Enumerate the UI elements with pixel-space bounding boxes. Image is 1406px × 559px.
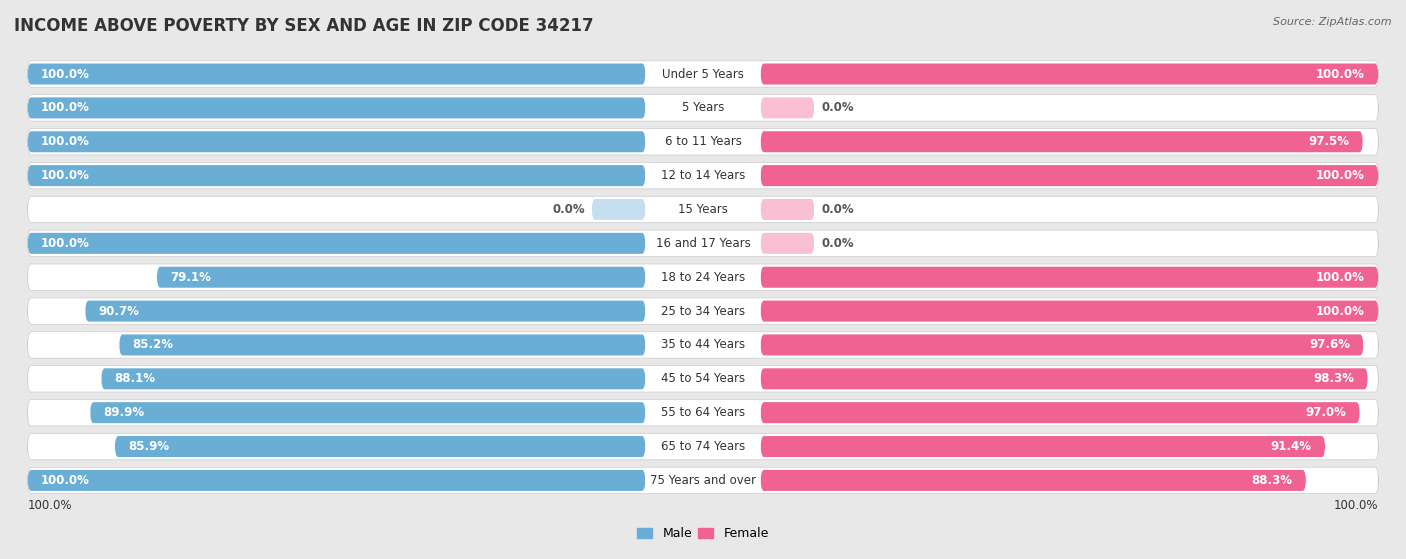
FancyBboxPatch shape xyxy=(645,164,761,187)
FancyBboxPatch shape xyxy=(761,334,1364,356)
FancyBboxPatch shape xyxy=(28,470,645,491)
FancyBboxPatch shape xyxy=(28,196,1378,222)
FancyBboxPatch shape xyxy=(90,402,645,423)
Text: 100.0%: 100.0% xyxy=(41,474,90,487)
Text: 0.0%: 0.0% xyxy=(821,237,853,250)
FancyBboxPatch shape xyxy=(120,334,645,356)
FancyBboxPatch shape xyxy=(645,232,761,254)
Text: 97.5%: 97.5% xyxy=(1309,135,1350,148)
Text: 91.4%: 91.4% xyxy=(1271,440,1312,453)
Text: 25 to 34 Years: 25 to 34 Years xyxy=(661,305,745,318)
Text: 85.2%: 85.2% xyxy=(132,338,173,352)
FancyBboxPatch shape xyxy=(645,97,761,119)
Text: 100.0%: 100.0% xyxy=(41,169,90,182)
Text: 5 Years: 5 Years xyxy=(682,101,724,115)
FancyBboxPatch shape xyxy=(761,267,1378,288)
Text: 85.9%: 85.9% xyxy=(128,440,169,453)
FancyBboxPatch shape xyxy=(761,97,814,119)
Text: 89.9%: 89.9% xyxy=(104,406,145,419)
Text: 100.0%: 100.0% xyxy=(41,135,90,148)
Legend: Male, Female: Male, Female xyxy=(633,522,773,545)
Text: INCOME ABOVE POVERTY BY SEX AND AGE IN ZIP CODE 34217: INCOME ABOVE POVERTY BY SEX AND AGE IN Z… xyxy=(14,17,593,35)
Text: 97.0%: 97.0% xyxy=(1306,406,1347,419)
FancyBboxPatch shape xyxy=(28,331,1378,358)
FancyBboxPatch shape xyxy=(645,368,761,390)
FancyBboxPatch shape xyxy=(28,467,1378,494)
Text: 16 and 17 Years: 16 and 17 Years xyxy=(655,237,751,250)
FancyBboxPatch shape xyxy=(761,470,1306,491)
FancyBboxPatch shape xyxy=(645,266,761,288)
Text: 12 to 14 Years: 12 to 14 Years xyxy=(661,169,745,182)
Text: 100.0%: 100.0% xyxy=(1316,271,1365,284)
Text: 100.0%: 100.0% xyxy=(1316,169,1365,182)
FancyBboxPatch shape xyxy=(28,97,645,119)
Text: 15 Years: 15 Years xyxy=(678,203,728,216)
Text: 35 to 44 Years: 35 to 44 Years xyxy=(661,338,745,352)
Text: 98.3%: 98.3% xyxy=(1313,372,1354,385)
Text: 88.1%: 88.1% xyxy=(115,372,156,385)
FancyBboxPatch shape xyxy=(761,165,1378,186)
Text: 100.0%: 100.0% xyxy=(28,499,72,512)
FancyBboxPatch shape xyxy=(115,436,645,457)
FancyBboxPatch shape xyxy=(761,368,1368,389)
FancyBboxPatch shape xyxy=(28,129,1378,155)
FancyBboxPatch shape xyxy=(761,233,814,254)
FancyBboxPatch shape xyxy=(28,61,1378,87)
FancyBboxPatch shape xyxy=(28,94,1378,121)
FancyBboxPatch shape xyxy=(761,402,1360,423)
Text: 88.3%: 88.3% xyxy=(1251,474,1292,487)
Text: 100.0%: 100.0% xyxy=(1334,499,1378,512)
FancyBboxPatch shape xyxy=(645,334,761,356)
Text: 79.1%: 79.1% xyxy=(170,271,211,284)
Text: 100.0%: 100.0% xyxy=(41,68,90,80)
FancyBboxPatch shape xyxy=(645,435,761,458)
FancyBboxPatch shape xyxy=(101,368,645,389)
FancyBboxPatch shape xyxy=(84,301,645,321)
FancyBboxPatch shape xyxy=(645,401,761,424)
Text: 100.0%: 100.0% xyxy=(1316,305,1365,318)
FancyBboxPatch shape xyxy=(592,199,645,220)
FancyBboxPatch shape xyxy=(28,165,645,186)
FancyBboxPatch shape xyxy=(28,366,1378,392)
Text: 18 to 24 Years: 18 to 24 Years xyxy=(661,271,745,284)
FancyBboxPatch shape xyxy=(761,436,1326,457)
FancyBboxPatch shape xyxy=(761,301,1378,321)
Text: Source: ZipAtlas.com: Source: ZipAtlas.com xyxy=(1274,17,1392,27)
Text: 0.0%: 0.0% xyxy=(821,203,853,216)
FancyBboxPatch shape xyxy=(156,267,645,288)
Text: Under 5 Years: Under 5 Years xyxy=(662,68,744,80)
Text: 55 to 64 Years: 55 to 64 Years xyxy=(661,406,745,419)
FancyBboxPatch shape xyxy=(645,198,761,221)
Text: 100.0%: 100.0% xyxy=(41,237,90,250)
FancyBboxPatch shape xyxy=(28,233,645,254)
Text: 100.0%: 100.0% xyxy=(41,101,90,115)
FancyBboxPatch shape xyxy=(645,63,761,85)
FancyBboxPatch shape xyxy=(28,131,645,152)
Text: 97.6%: 97.6% xyxy=(1309,338,1350,352)
Text: 0.0%: 0.0% xyxy=(821,101,853,115)
Text: 75 Years and over: 75 Years and over xyxy=(650,474,756,487)
FancyBboxPatch shape xyxy=(28,264,1378,291)
FancyBboxPatch shape xyxy=(28,163,1378,189)
FancyBboxPatch shape xyxy=(645,300,761,322)
Text: 100.0%: 100.0% xyxy=(1316,68,1365,80)
Text: 6 to 11 Years: 6 to 11 Years xyxy=(665,135,741,148)
FancyBboxPatch shape xyxy=(28,230,1378,257)
FancyBboxPatch shape xyxy=(28,64,645,84)
FancyBboxPatch shape xyxy=(645,469,761,491)
FancyBboxPatch shape xyxy=(28,400,1378,426)
FancyBboxPatch shape xyxy=(645,131,761,153)
FancyBboxPatch shape xyxy=(28,298,1378,324)
FancyBboxPatch shape xyxy=(28,433,1378,459)
Text: 45 to 54 Years: 45 to 54 Years xyxy=(661,372,745,385)
Text: 65 to 74 Years: 65 to 74 Years xyxy=(661,440,745,453)
FancyBboxPatch shape xyxy=(761,64,1378,84)
Text: 0.0%: 0.0% xyxy=(553,203,585,216)
FancyBboxPatch shape xyxy=(761,131,1362,152)
Text: 90.7%: 90.7% xyxy=(98,305,139,318)
FancyBboxPatch shape xyxy=(761,199,814,220)
